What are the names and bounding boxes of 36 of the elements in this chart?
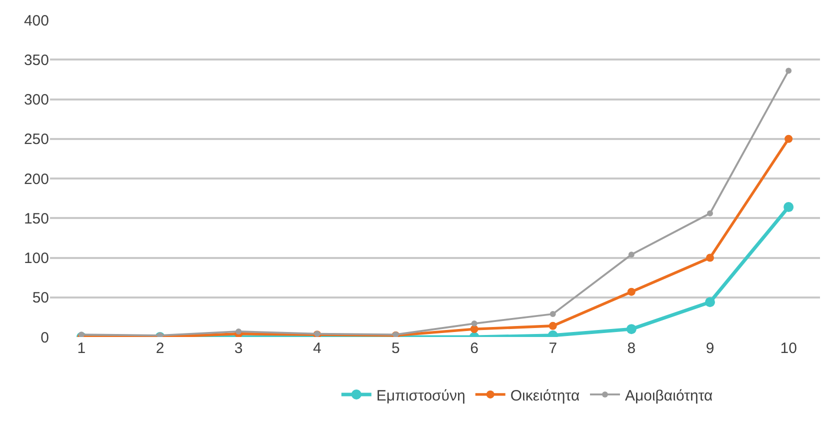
y-tick-label: 400 — [24, 12, 49, 30]
point — [784, 202, 794, 212]
x-tick-label: 1 — [77, 340, 86, 357]
y-tick-label: 100 — [24, 250, 49, 267]
point — [628, 252, 634, 258]
y-tick-label: 300 — [24, 92, 49, 108]
x-tick-label: 6 — [470, 340, 478, 357]
point — [784, 134, 793, 143]
x-tick-label: 4 — [312, 340, 322, 357]
point — [471, 320, 478, 327]
point — [706, 254, 714, 262]
x-tick-label: 7 — [548, 340, 558, 357]
point — [236, 328, 242, 334]
point — [786, 68, 792, 74]
y-tick-label: 200 — [24, 170, 49, 188]
point — [626, 324, 636, 334]
x-tick-label: 5 — [392, 340, 400, 357]
x-tick-label: 10 — [780, 340, 797, 357]
y-tick-label: 0 — [40, 329, 49, 346]
point — [550, 311, 556, 318]
y-tick-label: 350 — [24, 52, 49, 69]
point — [548, 322, 557, 330]
legend-label: Εμπιστοσύνη — [376, 387, 466, 404]
x-tick-label: 9 — [706, 340, 714, 357]
y-tick-label: 250 — [24, 131, 49, 148]
x-tick-label: 3 — [234, 340, 243, 357]
point — [627, 288, 636, 296]
y-tick-label: 150 — [24, 210, 49, 228]
point — [707, 210, 713, 216]
legend-label: Αμοιβαιότητα — [624, 387, 714, 404]
point — [705, 297, 715, 308]
y-tick-label: 50 — [32, 290, 49, 307]
point — [470, 325, 478, 334]
x-tick-label: 2 — [156, 340, 164, 357]
legend-label: Οικειότητα — [510, 387, 580, 404]
x-tick-label: 8 — [627, 340, 636, 357]
